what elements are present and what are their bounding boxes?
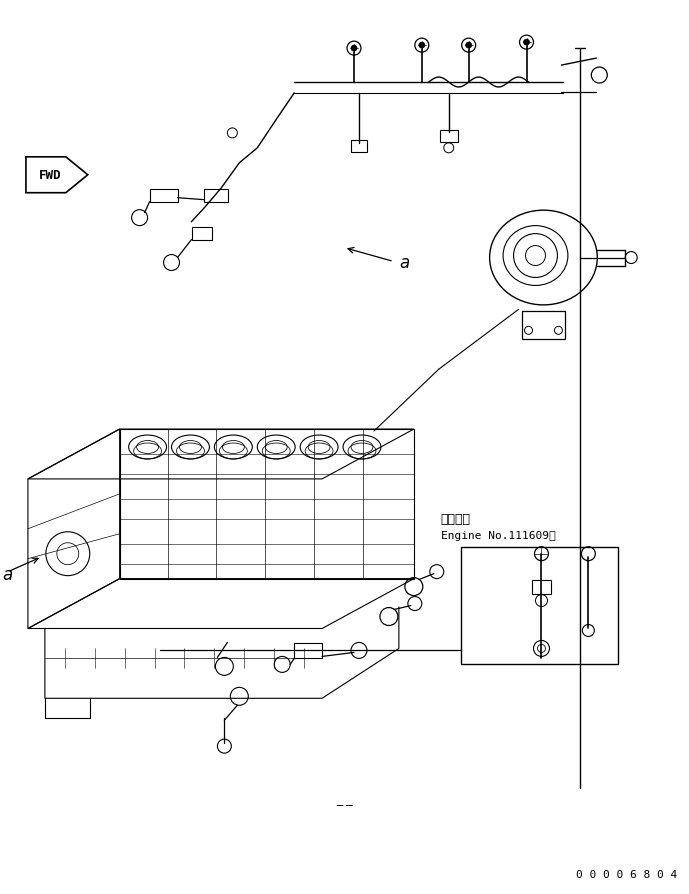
Bar xyxy=(531,580,551,594)
Bar xyxy=(440,131,457,143)
Bar xyxy=(351,140,367,153)
Text: FWD: FWD xyxy=(39,169,61,182)
Text: Engine No.111609～: Engine No.111609～ xyxy=(441,530,555,540)
Bar xyxy=(522,312,566,340)
Text: a: a xyxy=(399,253,409,271)
Bar xyxy=(192,227,212,240)
Circle shape xyxy=(419,43,425,49)
Text: _ _: _ _ xyxy=(336,791,352,805)
Text: 適用号機: 適用号機 xyxy=(441,513,471,526)
Text: 0 0 0 0 6 8 0 4: 0 0 0 0 6 8 0 4 xyxy=(575,869,677,879)
Bar xyxy=(461,547,618,664)
Circle shape xyxy=(466,43,472,49)
Text: a: a xyxy=(2,565,12,583)
Bar xyxy=(150,190,178,202)
Bar xyxy=(205,190,228,202)
Circle shape xyxy=(351,46,357,52)
Bar xyxy=(294,644,322,659)
Circle shape xyxy=(524,40,530,46)
